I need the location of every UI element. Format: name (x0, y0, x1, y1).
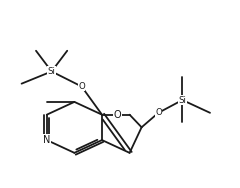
Text: O: O (114, 110, 121, 120)
Text: O: O (78, 82, 85, 91)
Text: O: O (155, 108, 162, 117)
Text: Si: Si (179, 96, 186, 105)
Text: Si: Si (48, 67, 55, 76)
Text: N: N (43, 135, 50, 145)
